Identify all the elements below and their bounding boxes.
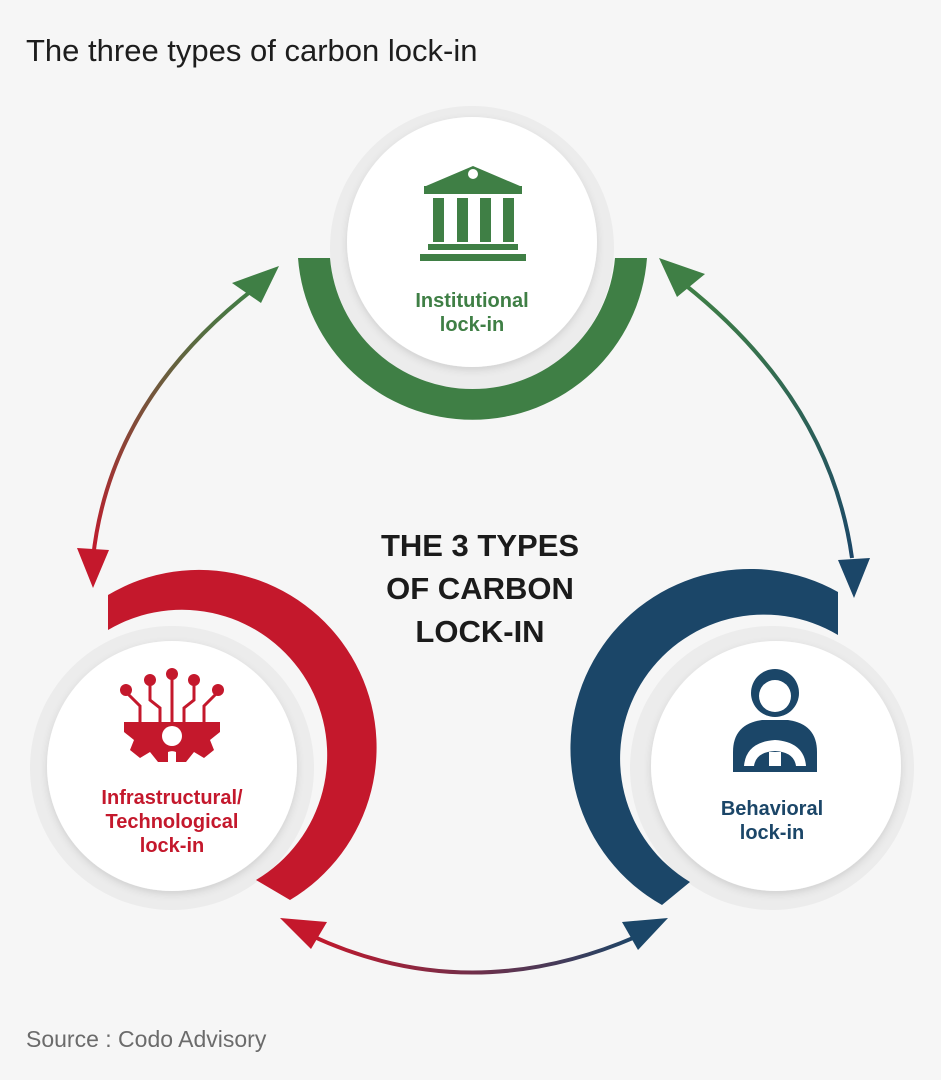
behavioral-label: Behavioral lock-in <box>672 797 872 845</box>
center-title: THE 3 TYPES OF CARBON LOCK-IN <box>330 524 630 653</box>
center-title-line-3: LOCK-IN <box>415 614 545 649</box>
behavioral-label-line-1: Behavioral <box>720 798 824 820</box>
arrow-institutional-infrastructural <box>77 266 279 588</box>
infrastructural-label: Infrastructural/ Technological lock-in <box>62 786 282 858</box>
circuit-gear-icon <box>120 668 224 762</box>
institutional-label-line-1: Institutional <box>415 290 529 312</box>
institutional-label-line-2: lock-in <box>439 314 505 336</box>
infrastructural-arc <box>108 569 377 900</box>
institutional-label: Institutional lock-in <box>372 289 572 337</box>
infrastructural-node <box>30 569 377 910</box>
behavioral-node <box>570 568 914 910</box>
infrastructural-label-line-2: Technological <box>105 811 239 833</box>
behavioral-arc <box>570 568 838 905</box>
institution-building-icon <box>420 166 526 261</box>
source-note: Source : Codo Advisory <box>26 1026 267 1052</box>
behavioral-label-line-2: lock-in <box>739 822 805 844</box>
infrastructural-label-line-3: lock-in <box>139 835 205 857</box>
institutional-node <box>298 106 647 420</box>
center-title-line-1: THE 3 TYPES <box>380 528 580 563</box>
arrow-infrastructural-behavioral <box>280 918 668 975</box>
institutional-arc <box>298 258 647 420</box>
page-title: The three types of carbon lock-in <box>26 33 478 68</box>
infrastructural-label-line-1: Infrastructural/ <box>101 787 243 809</box>
arrow-institutional-behavioral <box>659 258 870 598</box>
center-title-line-2: OF CARBON <box>386 571 574 606</box>
driver-steering-wheel-icon <box>733 669 817 772</box>
